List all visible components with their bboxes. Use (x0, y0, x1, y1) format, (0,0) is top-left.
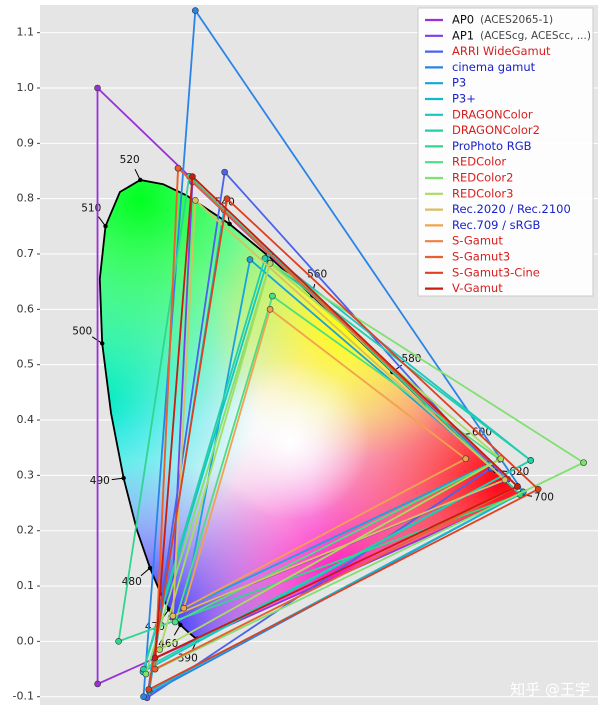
gamut-primary (527, 457, 534, 464)
y-tick-label: 0.8 (17, 192, 35, 205)
gamut-primary (462, 455, 469, 463)
gamut-triangle (154, 174, 520, 660)
watermark: 知乎 @王宇 (510, 681, 590, 699)
y-tick-label: 0.4 (17, 413, 35, 426)
gamut-triangle (182, 257, 491, 610)
legend-label: REDColor (452, 155, 506, 169)
marks: 3904604704804905005105205405605806006207… (72, 7, 587, 702)
gamut-primary (261, 255, 269, 262)
wavelength-label: 480 (122, 576, 142, 588)
legend-note: (ACES2065-1) (480, 14, 553, 26)
wavelength-label: 580 (401, 353, 421, 365)
gamut-primary (192, 7, 199, 14)
wavelength-label: 490 (90, 475, 110, 487)
gamut-primary (115, 638, 122, 645)
gamut-primary (192, 197, 199, 204)
legend-label: P3+ (452, 92, 476, 106)
gamut-primary (189, 173, 196, 180)
y-tick-label: -0.1 (13, 690, 34, 703)
gamut-primary (169, 612, 177, 620)
gamut-primary (497, 455, 505, 463)
gamut-primary (171, 618, 179, 626)
legend-label: P3 (452, 76, 466, 90)
wavelength-label: 520 (120, 154, 140, 166)
y-tick-label: 1.0 (17, 81, 35, 94)
wavelength-point (138, 177, 143, 183)
legend-note: (ACEScg, ACEScc, ...) (480, 30, 591, 42)
gamut-primary (145, 686, 153, 693)
gamut-primary (266, 306, 274, 313)
gamut-triangle (141, 252, 533, 674)
gamut-triangle (142, 256, 533, 671)
gamut-triangle (182, 307, 468, 610)
gamut-primary (94, 680, 101, 688)
legend-label: S-Gamut (452, 234, 503, 248)
gamut-primary (246, 256, 254, 263)
legend-label: Rec.709 / sRGB (452, 218, 541, 232)
gamut-primary (223, 195, 231, 202)
y-tick-label: 1.1 (17, 26, 35, 39)
wavelength-point (121, 475, 126, 481)
legend-label: S-Gamut3-Cine (452, 265, 540, 279)
y-tick-label: 0.5 (17, 358, 35, 371)
gamut-primary (142, 670, 150, 678)
wavelength-point (103, 224, 108, 229)
legend-label: Rec.2020 / Rec.2100 (452, 202, 571, 216)
gamut-triangle (154, 166, 520, 671)
wavelength-label: 510 (81, 203, 101, 215)
wavelength-point (147, 565, 153, 571)
legend: AP0 (ACES2065-1) AP1 (ACEScg, ACEScc, ...) A… (417, 7, 594, 297)
gamut-primary (174, 164, 182, 172)
gamut-triangle (147, 196, 540, 692)
legend-label: V-Gamut (452, 281, 503, 295)
legend-label: REDColor2 (452, 171, 513, 185)
y-tick-label: 0.2 (17, 524, 35, 537)
gamut-primary (151, 654, 159, 662)
gamut-primary (514, 483, 521, 490)
wavelength-point (100, 341, 105, 346)
wavelength-point (227, 221, 232, 227)
wavelength-point (178, 622, 183, 628)
gamut-primary (221, 168, 228, 176)
gamut-primary (269, 292, 276, 300)
gamut-primary (94, 84, 101, 92)
y-tick-label: 0.9 (17, 136, 35, 149)
y-tick-label: 0.0 (17, 634, 35, 647)
legend-label: cinema gamut (452, 60, 536, 74)
gamut-primary (580, 459, 587, 466)
wavelength-label: 700 (534, 492, 554, 504)
legend-label: DRAGONColor2 (452, 123, 540, 137)
gamut-primary (180, 604, 188, 612)
gamut-primary (266, 260, 274, 267)
legend-label: AP0 (452, 13, 474, 27)
legend-label: REDColor3 (452, 186, 513, 200)
gamut-primary (534, 485, 542, 493)
gamut-triangle (171, 198, 507, 618)
y-tick-label: 0.1 (17, 579, 35, 592)
gamut-triangle (144, 261, 586, 676)
gamut-triangle (173, 294, 502, 624)
legend-label: AP1 (452, 28, 474, 42)
legend-box (417, 7, 594, 297)
legend-label: ProPhoto RGB (452, 139, 532, 153)
legend-label: DRAGONColor (452, 107, 533, 121)
wavelength-label: 500 (72, 325, 92, 337)
legend-label: S-Gamut3 (452, 250, 510, 264)
gamut-primary (140, 693, 147, 700)
y-tick-label: 0.6 (17, 302, 35, 315)
gamut-primary (501, 476, 509, 484)
y-tick-label: 0.3 (17, 468, 35, 481)
gamut-primary (156, 646, 163, 653)
y-tick-label: 0.7 (17, 247, 35, 260)
legend-label: ARRI WideGamut (452, 44, 551, 58)
